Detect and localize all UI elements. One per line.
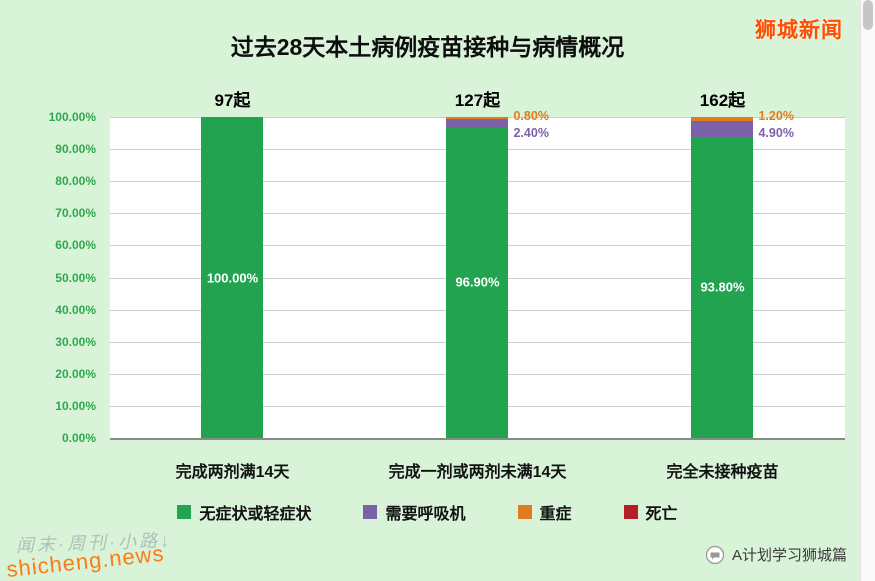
brand-logo: 狮城新闻 <box>755 19 843 42</box>
legend-label: 死亡 <box>645 506 678 523</box>
scrollbar-track[interactable] <box>860 0 875 581</box>
bar-callout-label: 2.40% <box>513 125 549 140</box>
legend-item: 死亡 <box>623 500 678 524</box>
legend-item: 重症 <box>517 500 572 524</box>
scrollbar-thumb[interactable] <box>863 0 873 30</box>
credit-text: A计划学习狮城篇 <box>731 547 847 564</box>
legend-swatch <box>363 505 378 519</box>
bar-segment <box>691 117 754 122</box>
bar-total-label: 97起 <box>214 91 251 110</box>
legend: 无症状或轻症状 需要呼吸机 重症 死亡 <box>0 500 855 524</box>
x-category-label: 完成一剂或两剂未满14天 <box>388 464 567 481</box>
bar-value-label: 93.80% <box>700 279 745 295</box>
y-tick-label: 30.00% <box>55 334 96 349</box>
bar-segment: 100.00% <box>201 117 264 438</box>
legend-swatch <box>623 505 638 519</box>
bar-segment <box>446 116 509 120</box>
bar-value-label: 96.90% <box>455 274 500 290</box>
bar-segment: 96.90% <box>446 126 509 438</box>
y-tick-label: 70.00% <box>55 206 96 221</box>
y-tick-label: 90.00% <box>55 142 96 157</box>
plot-area: 100.00% 97起 96.90% 127起 0.80% 2.40% 93.80% 162起… <box>110 91 845 440</box>
bar-segment <box>446 119 509 127</box>
x-category-label: 完成两剂满14天 <box>175 464 290 481</box>
x-axis-labels: 完成两剂满14天 完成一剂或两剂未满14天 完全未接种疫苗 <box>110 458 845 482</box>
y-tick-label: 40.00% <box>55 302 96 317</box>
legend-label: 需要呼吸机 <box>385 506 466 523</box>
bar-segment <box>691 121 754 137</box>
bar-segment: 93.80% <box>691 136 754 438</box>
chart-title: 过去28天本土病例疫苗接种与病情概况 <box>230 34 625 60</box>
x-category-label: 完全未接种疫苗 <box>666 464 779 481</box>
y-tick-label: 10.00% <box>55 398 96 413</box>
bar-column: 96.90% 127起 0.80% 2.40% <box>355 91 600 438</box>
y-tick-label: 80.00% <box>55 174 96 189</box>
bar-total-label: 127起 <box>454 90 501 110</box>
footer-credit: A计划学习狮城篇 <box>705 544 847 565</box>
chat-bubble-icon <box>705 545 725 565</box>
legend-item: 需要呼吸机 <box>363 500 466 524</box>
legend-label: 重症 <box>539 506 572 523</box>
stacked-bar: 96.90% 127起 0.80% 2.40% <box>446 91 549 438</box>
bar-column: 93.80% 162起 1.20% 4.90% <box>600 91 845 438</box>
bar-total-label: 162起 <box>699 91 746 111</box>
y-tick-label: 0.00% <box>61 431 96 445</box>
legend-label: 无症状或轻症状 <box>199 506 312 523</box>
bar-callout-label: 4.90% <box>758 126 794 141</box>
legend-item: 无症状或轻症状 <box>177 500 311 524</box>
legend-swatch <box>177 505 192 519</box>
y-tick-label: 100.00% <box>48 110 96 124</box>
bar-value-label: 100.00% <box>206 270 259 285</box>
stacked-bar: 93.80% 162起 1.20% 4.90% <box>691 91 794 438</box>
bar-callout-label: 0.80% <box>513 108 549 123</box>
legend-swatch <box>517 505 532 519</box>
stacked-bar: 100.00% 97起 <box>201 91 264 438</box>
gridline <box>110 438 845 440</box>
y-tick-label: 20.00% <box>55 366 96 381</box>
bar-column: 100.00% 97起 <box>110 91 355 438</box>
y-tick-label: 50.00% <box>55 270 96 285</box>
bar-callout-label: 1.20% <box>758 109 794 124</box>
y-tick-label: 60.00% <box>55 238 96 253</box>
y-axis: 100.00% 90.00% 80.00% 70.00% 60.00% 50.00% 40.… <box>2 110 102 445</box>
